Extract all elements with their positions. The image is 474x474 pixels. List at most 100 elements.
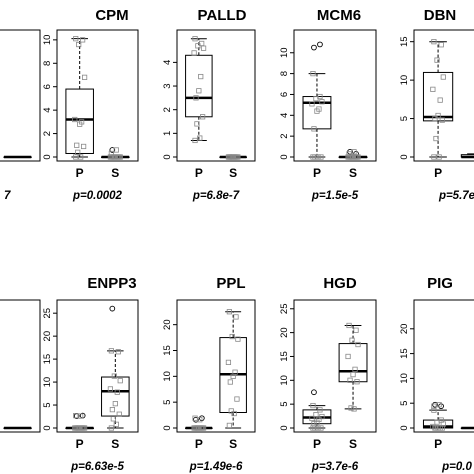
data-point: [431, 407, 437, 413]
y-tick-label: 6: [42, 84, 53, 89]
y-tick-label: 20: [399, 324, 410, 335]
y-tick-label: 4: [162, 60, 173, 65]
y-tick-label: 15: [42, 354, 53, 365]
data-point: [433, 425, 439, 431]
category-label: P: [313, 437, 321, 451]
data-point: [436, 402, 442, 408]
data-point: [437, 97, 443, 103]
data-point: [81, 143, 87, 150]
data-point: [81, 425, 87, 431]
p-value-label: p=6.63e-5: [70, 461, 124, 473]
y-tick-label: 5: [399, 116, 410, 121]
y-tick-label: 15: [162, 345, 173, 356]
category-label: S: [349, 437, 357, 451]
y-tick-label: 5: [399, 401, 410, 406]
data-point: [197, 135, 203, 141]
data-point: [231, 410, 237, 417]
y-tick-label: 2: [279, 134, 290, 139]
data-point: [74, 142, 80, 148]
data-point: [113, 421, 119, 427]
plot-frame: [176, 299, 256, 433]
data-point: [116, 154, 122, 160]
y-tick-label: 20: [279, 327, 290, 338]
y-tick-label: 0: [162, 425, 173, 430]
panel-title: DBN: [424, 7, 457, 24]
data-point: [194, 425, 200, 431]
data-point: [233, 314, 239, 320]
data-point: [113, 147, 119, 153]
data-point: [313, 412, 319, 418]
data-point: [434, 419, 440, 425]
data-point: [352, 366, 358, 372]
data-point: [353, 327, 359, 333]
data-point: [73, 412, 79, 419]
y-tick-label: 0: [399, 425, 410, 430]
data-point: [193, 95, 199, 101]
data-point: [192, 137, 198, 144]
y-tick-label: 25: [42, 308, 53, 319]
y-tick-label: 3: [162, 83, 173, 88]
category-label: P: [195, 166, 203, 180]
data-point: [438, 42, 444, 48]
data-point: [432, 115, 438, 122]
panel-title: PPL: [216, 275, 245, 292]
data-point: [73, 154, 79, 160]
panel-title: PIG: [427, 275, 453, 292]
data-point: [439, 425, 445, 431]
data-point: [108, 425, 114, 431]
p-value-label: p=3.7e-6: [311, 461, 359, 473]
y-tick-label: 4: [279, 113, 290, 118]
data-point: [345, 353, 351, 360]
data-point: [354, 379, 360, 385]
data-point: [440, 421, 446, 427]
data-point: [108, 150, 114, 157]
panel-title: PALLD: [198, 7, 247, 24]
panel-title: ENPP3: [87, 275, 136, 292]
y-tick-label: 5: [42, 402, 53, 407]
data-point: [354, 154, 360, 160]
data-point: [108, 348, 114, 354]
y-tick-label: 8: [279, 71, 290, 76]
y-tick-label: 10: [279, 47, 290, 58]
category-label: S: [111, 166, 119, 180]
p-value-label: p=1.49e-6: [189, 461, 243, 473]
data-point: [351, 149, 357, 155]
data-point: [349, 337, 355, 343]
data-point: [234, 396, 240, 402]
y-tick-label: 10: [399, 373, 410, 384]
data-point: [314, 419, 320, 425]
data-point: [431, 39, 437, 45]
data-point: [117, 378, 123, 384]
panel-title: HGD: [323, 275, 357, 292]
data-point: [192, 415, 198, 421]
data-point: [310, 402, 316, 409]
data-point: [78, 154, 84, 160]
data-point: [112, 401, 118, 407]
data-point: [75, 425, 81, 431]
p-value-label: p=0.0002: [72, 190, 123, 202]
data-point: [319, 99, 325, 105]
data-point: [235, 336, 241, 342]
box: [302, 96, 332, 130]
outlier-point: [432, 401, 438, 408]
data-point: [314, 108, 320, 114]
data-point: [200, 425, 206, 431]
y-tick-label: 0: [42, 425, 53, 430]
data-point: [311, 126, 317, 132]
y-tick-label: 10: [42, 377, 53, 388]
y-tick-label: 4: [42, 107, 53, 112]
data-point: [226, 422, 232, 429]
data-point: [195, 43, 201, 49]
outlier-point: [109, 305, 116, 312]
data-point: [116, 411, 122, 417]
data-point: [230, 373, 236, 379]
category-label: S: [349, 166, 357, 180]
y-tick-label: 20: [162, 319, 173, 330]
y-tick-label: 2: [162, 107, 173, 112]
data-point: [317, 407, 323, 413]
data-point: [77, 121, 83, 127]
data-point: [200, 114, 206, 120]
data-point: [347, 377, 353, 383]
data-point: [346, 151, 352, 157]
data-point: [226, 154, 232, 160]
